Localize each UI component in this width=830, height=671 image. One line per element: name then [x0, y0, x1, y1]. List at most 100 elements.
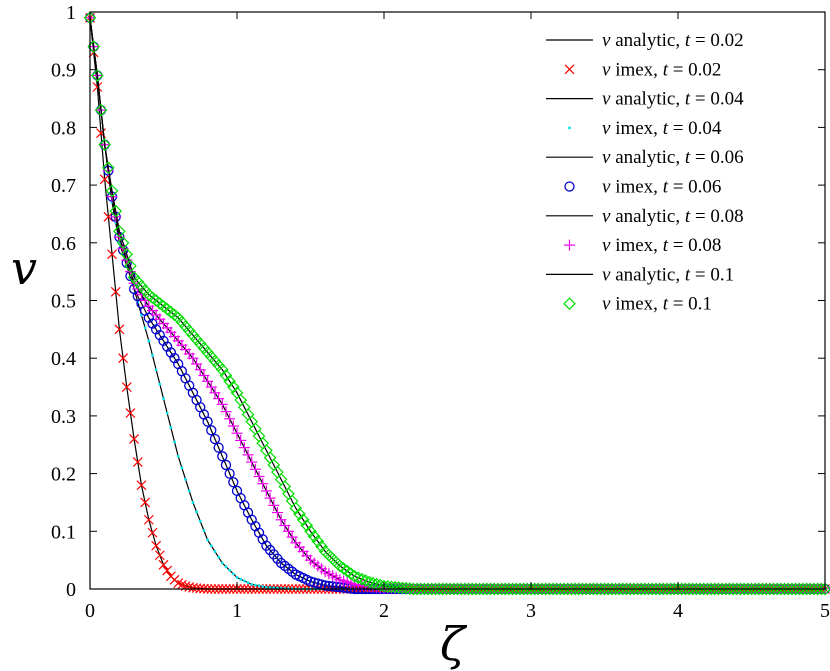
data-point — [355, 572, 369, 586]
legend-label: v imex, t = 0.08 — [602, 235, 721, 256]
data-point — [176, 454, 180, 458]
legend-entry: v imex, t = 0.08 — [564, 235, 721, 256]
y-tick-label: 0.3 — [51, 406, 76, 428]
data-point — [147, 339, 151, 343]
data-point — [173, 440, 176, 444]
data-point — [165, 347, 177, 358]
legend-label: v analytic, t = 0.1 — [602, 264, 734, 285]
data-point — [202, 416, 213, 427]
data-point — [173, 578, 184, 589]
data-point — [158, 382, 162, 386]
data-point — [121, 382, 132, 392]
y-axis-label: v — [11, 241, 37, 295]
legend-label: v analytic, t = 0.08 — [602, 206, 744, 227]
data-point — [327, 581, 338, 592]
data-point — [224, 468, 235, 479]
data-point — [348, 569, 361, 583]
data-point — [129, 434, 140, 444]
data-point — [99, 174, 110, 185]
data-point — [268, 586, 272, 589]
data-point — [563, 297, 576, 311]
data-point — [226, 380, 240, 394]
data-point — [242, 579, 246, 583]
legend-entry: v analytic, t = 0.08 — [546, 206, 744, 227]
data-point — [215, 363, 229, 377]
data-point — [169, 426, 173, 429]
data-point — [246, 581, 250, 585]
data-point — [231, 572, 235, 576]
data-point — [260, 485, 272, 497]
data-point — [162, 565, 173, 576]
data-point — [320, 580, 331, 591]
data-point — [94, 103, 108, 117]
series-9 — [83, 11, 830, 596]
data-point — [162, 397, 165, 400]
data-point — [113, 224, 126, 238]
data-point — [275, 514, 287, 526]
data-point — [191, 358, 203, 370]
data-point — [323, 580, 335, 592]
data-point — [265, 585, 268, 589]
data-point — [195, 510, 198, 514]
data-point — [231, 427, 243, 439]
data-point — [98, 138, 112, 152]
data-point — [116, 236, 130, 250]
y-tick-label: 0.6 — [51, 233, 76, 255]
data-point — [143, 312, 154, 323]
data-point — [286, 531, 298, 543]
data-point — [194, 364, 206, 376]
data-point — [198, 370, 210, 382]
x-tick-label: 4 — [673, 600, 683, 622]
data-point — [300, 519, 314, 532]
data-point — [315, 540, 328, 553]
data-point — [151, 540, 162, 551]
data-point — [213, 442, 224, 453]
data-point — [257, 584, 261, 588]
data-point — [124, 259, 137, 273]
data-point — [114, 324, 125, 335]
data-point — [224, 413, 236, 425]
legend-label: v imex, t = 0.06 — [602, 177, 721, 198]
data-point — [239, 577, 243, 581]
data-point — [268, 499, 280, 511]
legend-entry: v analytic, t = 0.02 — [546, 30, 744, 51]
legend-entry: v imex, t = 0.04 — [568, 118, 722, 139]
data-point — [209, 544, 213, 548]
data-point — [242, 449, 254, 461]
data-point — [257, 478, 269, 490]
x-tick-label: 2 — [379, 600, 389, 622]
data-point — [227, 420, 239, 432]
data-point — [198, 519, 202, 523]
axis-ticks: 0 1 2 3 4 5 0 0.1 0.2 0.3 0.4 0.5 0.6 0.7 0.8 0.9 1 — [51, 2, 830, 622]
x-tick-label: 5 — [820, 600, 830, 622]
data-point — [249, 463, 261, 475]
data-point — [151, 353, 154, 357]
data-point — [107, 249, 117, 260]
data-point — [564, 239, 575, 251]
x-tick-label: 3 — [526, 600, 536, 622]
data-point — [340, 564, 354, 578]
data-point — [337, 562, 350, 575]
data-point — [359, 574, 372, 587]
legend-entry: v analytic, t = 0.1 — [546, 264, 734, 285]
data-point — [818, 582, 830, 596]
data-point — [344, 567, 358, 581]
data-point — [289, 501, 303, 515]
data-point — [238, 442, 250, 454]
legend-label: v imex, t = 0.04 — [602, 118, 722, 139]
data-point — [217, 555, 221, 559]
data-point — [92, 82, 103, 92]
data-point — [202, 529, 206, 532]
legend-label: v imex, t = 0.1 — [602, 294, 712, 315]
data-point — [271, 507, 283, 519]
data-point — [125, 408, 136, 418]
data-point — [180, 466, 184, 470]
data-point — [118, 353, 128, 364]
data-point — [216, 398, 228, 410]
data-point — [140, 497, 151, 508]
data-point — [150, 324, 162, 335]
data-point — [568, 126, 571, 130]
x-tick-label: 1 — [232, 600, 242, 622]
